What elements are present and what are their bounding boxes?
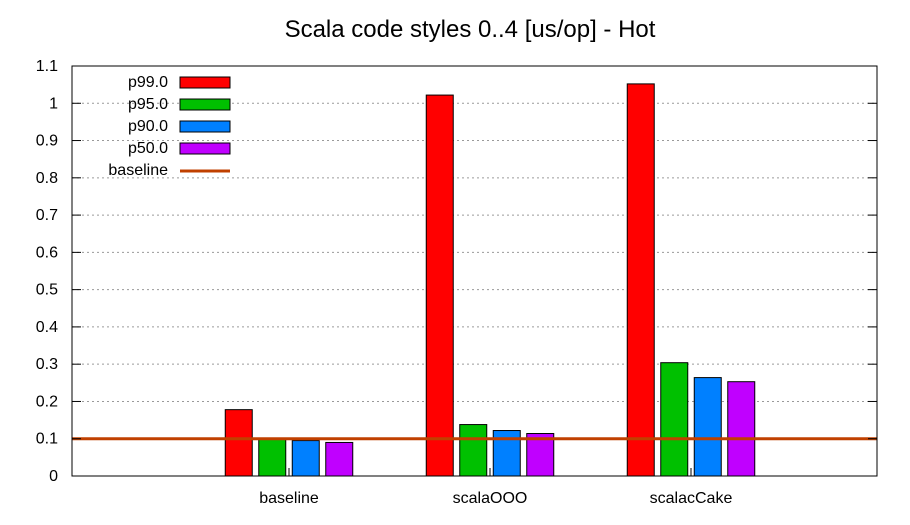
y-tick-label: 0.3 — [36, 356, 58, 373]
y-tick-label: 1.1 — [36, 58, 58, 75]
legend-label-p50.0: p50.0 — [128, 140, 168, 157]
y-tick-label: 0.2 — [36, 393, 58, 410]
bar-baseline-p99.0 — [224, 409, 253, 477]
bar-scalaOOO-p95.0 — [459, 424, 488, 477]
y-tick-label: 0 — [49, 468, 58, 485]
legend: p99.0 p95.0 p90.0 p50.0 baseline — [108, 74, 231, 179]
y-tick-label: 0.1 — [36, 431, 58, 448]
plot-frame — [71, 65, 878, 477]
bar-baseline-p95.0 — [258, 438, 287, 477]
y-axis: 0 0.1 0.2 0.3 0.4 0.5 0.6 0.7 0.8 0.9 1 1.1 — [36, 58, 877, 485]
x-axis: baseline scalaOOO scalacCake — [259, 468, 732, 507]
legend-swatch-p99.0 — [179, 76, 231, 89]
legend-label-p99.0: p99.0 — [128, 74, 168, 91]
y-tick-label: 0.4 — [36, 319, 58, 336]
legend-label-p95.0: p95.0 — [128, 96, 168, 113]
chart-title: Scala code styles 0..4 [us/op] - Hot — [285, 16, 656, 43]
x-tick-label: scalacCake — [650, 490, 733, 507]
legend-label-baseline: baseline — [108, 162, 168, 179]
bars — [224, 83, 756, 477]
bar-baseline-p90.0 — [291, 440, 320, 477]
legend-swatch-p50.0 — [179, 142, 231, 155]
y-tick-label: 0.5 — [36, 282, 58, 299]
x-tick-label: scalaOOO — [453, 490, 528, 507]
bar-scalaOOO-p50.0 — [526, 433, 555, 477]
y-tick-label: 0.6 — [36, 244, 58, 261]
legend-swatch-p90.0 — [179, 120, 231, 133]
bar-scalaOOO-p99.0 — [425, 94, 454, 477]
bar-scalacCake-p90.0 — [693, 377, 722, 477]
y-tick-label: 1 — [49, 95, 58, 112]
legend-label-p90.0: p90.0 — [128, 118, 168, 135]
legend-swatch-p95.0 — [179, 98, 231, 111]
bar-scalacCake-p50.0 — [727, 381, 756, 477]
y-tick-label: 0.7 — [36, 207, 58, 224]
bar-baseline-p50.0 — [325, 441, 354, 477]
bar-scalacCake-p95.0 — [660, 362, 689, 477]
x-tick-label: baseline — [259, 490, 319, 507]
y-tick-label: 0.9 — [36, 133, 58, 150]
bar-scalacCake-p99.0 — [626, 83, 655, 477]
y-tick-label: 0.8 — [36, 170, 58, 187]
